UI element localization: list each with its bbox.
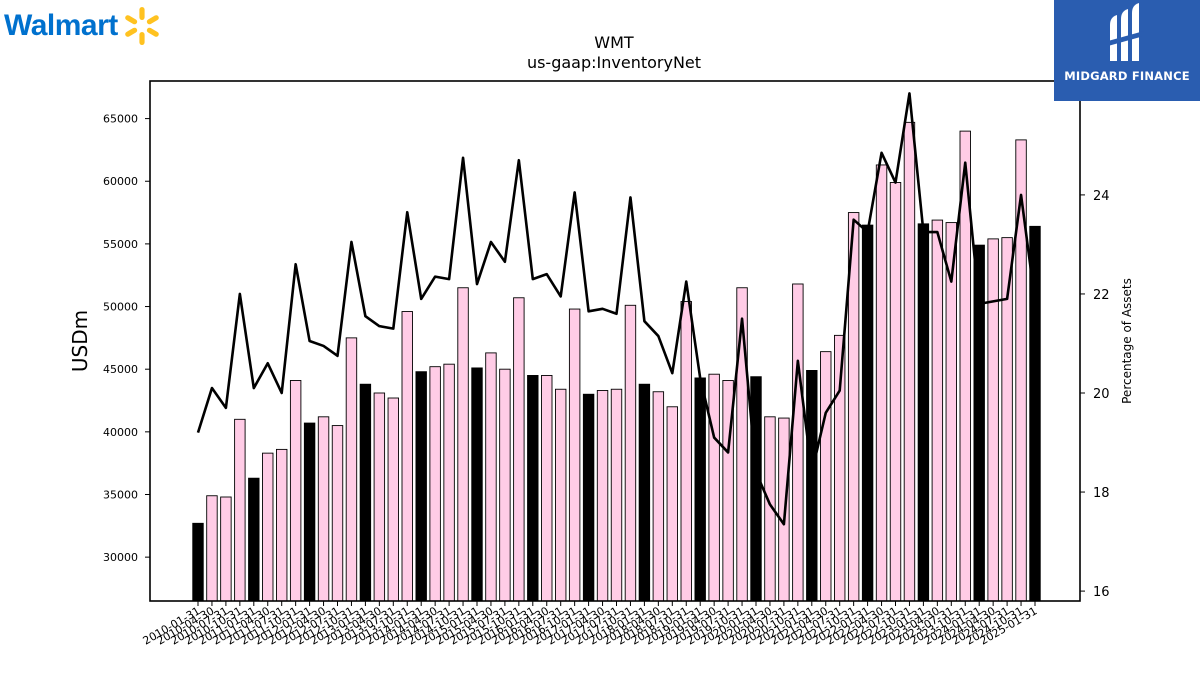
inventory-bar xyxy=(387,397,399,602)
inventory-bar xyxy=(638,383,651,602)
inventory-bar xyxy=(736,287,748,602)
inventory-bar xyxy=(875,164,888,602)
inventory-bar xyxy=(750,376,762,602)
inventory-bar xyxy=(708,373,720,602)
inventory-bar xyxy=(485,352,497,602)
walmart-logo: Walmart xyxy=(4,4,162,48)
inventory-bar xyxy=(513,297,525,602)
inventory-bar xyxy=(987,238,999,602)
y-tick-label: 45000 xyxy=(103,363,138,376)
inventory-bar xyxy=(276,448,288,602)
walmart-wordmark: Walmart xyxy=(4,9,118,42)
y-right-tick-label: 20 xyxy=(1093,387,1110,402)
inventory-bar xyxy=(903,121,916,602)
y-tick-label: 65000 xyxy=(103,113,138,126)
walmart-spark-icon xyxy=(124,7,159,45)
inventory-bar xyxy=(652,391,665,602)
y-right-tick-label: 16 xyxy=(1093,585,1110,600)
inventory-bar xyxy=(931,219,944,602)
inventory-bar xyxy=(596,390,609,602)
y-tick-label: 55000 xyxy=(103,238,138,251)
inventory-bar xyxy=(234,418,246,602)
midgard-emblem-icon xyxy=(1108,3,1144,61)
y-axis-right-label: Percentage of Assets xyxy=(1120,278,1134,404)
inventory-bar xyxy=(345,337,358,602)
inventory-bar xyxy=(359,383,372,602)
inventory-bar xyxy=(248,477,260,602)
y-tick-label: 50000 xyxy=(103,301,138,314)
midgard-wordmark: MIDGARD FINANCE xyxy=(1064,69,1190,83)
inventory-bar xyxy=(555,388,567,602)
y-right-tick-label: 22 xyxy=(1093,288,1110,303)
inventory-bar xyxy=(262,452,274,602)
inventory-bar xyxy=(220,496,232,602)
inventory-bar xyxy=(610,388,623,602)
inventory-bar xyxy=(303,422,316,602)
inventory-bar xyxy=(820,351,832,602)
inventory-bar xyxy=(806,370,818,602)
inventory-bar xyxy=(624,304,637,602)
midgard-finance-logo: MIDGARD FINANCE xyxy=(1054,0,1200,101)
y-tick-label: 35000 xyxy=(103,488,138,501)
inventory-bar xyxy=(680,301,692,602)
inventory-bar xyxy=(192,522,204,602)
chart-title: WMT xyxy=(594,33,634,52)
inventory-bar xyxy=(415,371,427,602)
inventory-bar xyxy=(206,495,218,602)
inventory-bar xyxy=(541,375,553,602)
chart-subtitle: us-gaap:InventoryNet xyxy=(527,53,701,72)
y-tick-label: 60000 xyxy=(103,175,138,188)
axes: 30000 35000 40000 45000 50000 55000 60000 65000… xyxy=(103,80,1110,648)
inventory-bar xyxy=(443,363,455,602)
percent-of-assets-line xyxy=(196,92,1037,526)
inventory-bar xyxy=(1015,139,1027,602)
inventory-bar xyxy=(582,393,595,602)
y-axis-label: USDm xyxy=(68,310,92,372)
plot-frame xyxy=(149,80,1081,602)
inventory-bar xyxy=(861,224,874,602)
inventory-bar xyxy=(373,392,386,602)
inventory-bar xyxy=(889,182,902,602)
inventory-bar xyxy=(429,366,441,602)
inventory-bar xyxy=(317,416,330,602)
inventory-bar xyxy=(499,368,511,602)
inventory-bar xyxy=(527,375,539,602)
y-right-tick-label: 24 xyxy=(1093,189,1110,204)
y-tick-label: 40000 xyxy=(103,426,138,439)
bar-series xyxy=(192,121,1041,602)
inventory-bar xyxy=(331,425,344,602)
inventory-bar xyxy=(694,377,706,602)
inventory-bar xyxy=(401,311,413,602)
inventory-bar xyxy=(792,283,804,602)
inventory-bar xyxy=(457,287,469,602)
inventory-bar xyxy=(666,406,678,602)
y-right-tick-label: 18 xyxy=(1093,486,1110,501)
inventory-bar xyxy=(568,308,581,602)
inventory-bar xyxy=(471,367,483,602)
inventory-bar xyxy=(917,223,930,602)
y-tick-label: 30000 xyxy=(103,551,138,564)
inventory-bar xyxy=(289,380,302,602)
line-series xyxy=(196,92,1037,526)
